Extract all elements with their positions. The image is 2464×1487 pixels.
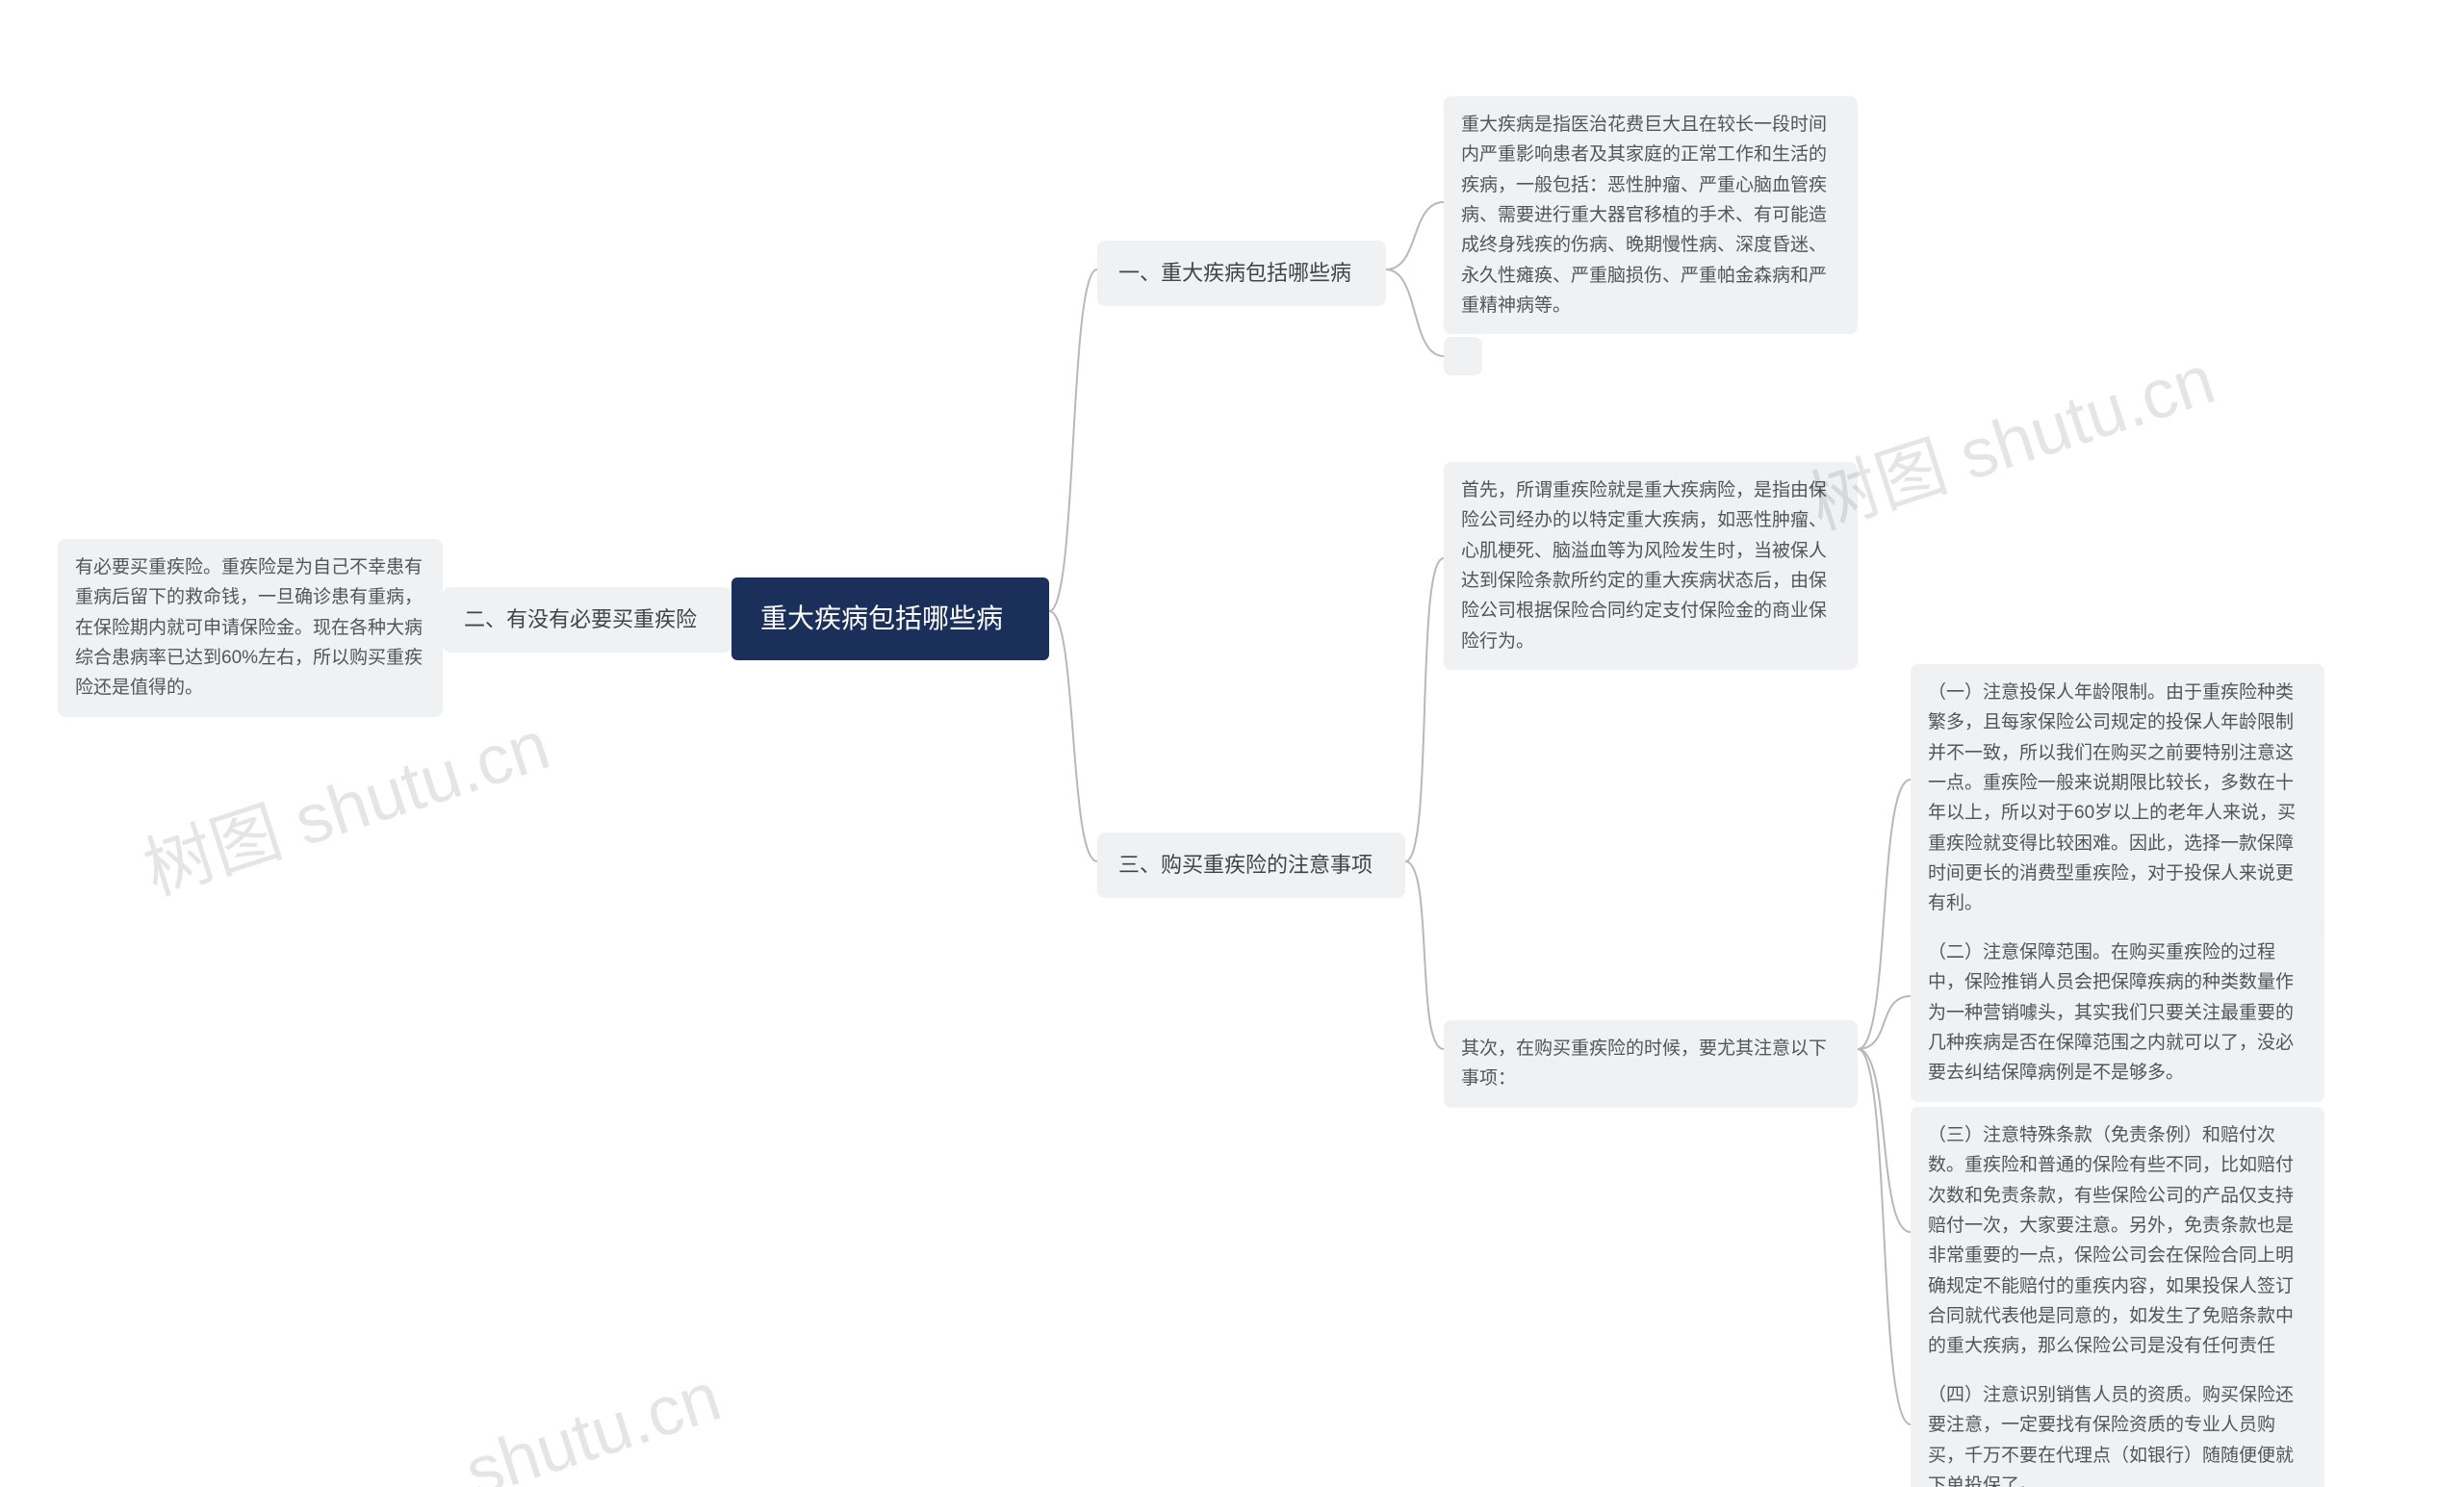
branch-2: 二、有没有必要买重疾险 (443, 587, 732, 653)
mindmap-root: 重大疾病包括哪些病 (732, 577, 1049, 660)
root-label: 重大疾病包括哪些病 (760, 603, 1003, 633)
branch-2-label: 二、有没有必要买重疾险 (464, 607, 697, 631)
branch-2-leaf-text: 有必要买重疾险。重疾险是为自己不幸患有重病后留下的救命钱，一旦确诊患有重病，在保… (75, 557, 423, 698)
branch-1-leaf-2-empty (1444, 337, 1482, 375)
branch-1: 一、重大疾病包括哪些病 (1097, 241, 1386, 306)
branch-1-leaf-1: 重大疾病是指医治花费巨大且在较长一段时间内严重影响患者及其家庭的正常工作和生活的… (1444, 96, 1858, 334)
watermark: shutu.cn (456, 1357, 730, 1487)
note-item-2: （二）注意保障范围。在购买重疾险的过程中，保险推销人员会把保障疾病的种类数量作为… (1911, 924, 2324, 1102)
note-item-3: （三）注意特殊条款（免责条例）和赔付次数。重疾险和普通的保险有些不同，比如赔付次… (1911, 1107, 2324, 1405)
note-item-1-text: （一）注意投保人年龄限制。由于重疾险种类繁多，且每家保险公司规定的投保人年龄限制… (1928, 682, 2296, 913)
note-item-3-text: （三）注意特殊条款（免责条例）和赔付次数。重疾险和普通的保险有些不同，比如赔付次… (1928, 1125, 2294, 1387)
branch-3-sub-2-text: 其次，在购买重疾险的时候，要尤其注意以下事项： (1461, 1038, 1827, 1089)
branch-1-label: 一、重大疾病包括哪些病 (1118, 261, 1351, 285)
branch-3-sub-1-text: 首先，所谓重疾险就是重大疾病险，是指由保险公司经办的以特定重大疾病，如恶性肿瘤、… (1461, 480, 1827, 652)
branch-1-leaf-1-text: 重大疾病是指医治花费巨大且在较长一段时间内严重影响患者及其家庭的正常工作和生活的… (1461, 115, 1827, 316)
watermark: 树图 shutu.cn (129, 688, 559, 914)
branch-3-sub-1: 首先，所谓重疾险就是重大疾病险，是指由保险公司经办的以特定重大疾病，如恶性肿瘤、… (1444, 462, 1858, 670)
branch-3-sub-2: 其次，在购买重疾险的时候，要尤其注意以下事项： (1444, 1020, 1858, 1108)
note-item-4-text: （四）注意识别销售人员的资质。购买保险还要注意，一定要找有保险资质的专业人员购买… (1928, 1385, 2294, 1487)
branch-3: 三、购买重疾险的注意事项 (1097, 833, 1405, 898)
note-item-4: （四）注意识别销售人员的资质。购买保险还要注意，一定要找有保险资质的专业人员购买… (1911, 1367, 2324, 1487)
branch-3-label: 三、购买重疾险的注意事项 (1118, 853, 1373, 877)
note-item-2-text: （二）注意保障范围。在购买重疾险的过程中，保险推销人员会把保障疾病的种类数量作为… (1928, 942, 2294, 1083)
branch-2-leaf: 有必要买重疾险。重疾险是为自己不幸患有重病后留下的救命钱，一旦确诊患有重病，在保… (58, 539, 443, 717)
watermark: 树图 shutu.cn (1794, 322, 2224, 549)
note-item-1: （一）注意投保人年龄限制。由于重疾险种类繁多，且每家保险公司规定的投保人年龄限制… (1911, 664, 2324, 933)
